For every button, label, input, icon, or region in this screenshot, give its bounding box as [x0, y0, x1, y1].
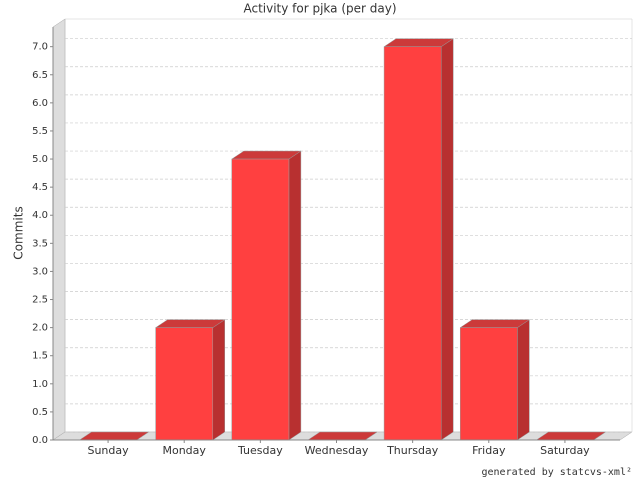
bar	[155, 327, 214, 441]
bar-side	[288, 150, 302, 441]
y-tick-label: 0.0	[32, 435, 48, 446]
y-tick-label: 3.5	[32, 238, 48, 249]
bar-top	[383, 38, 455, 47]
x-tick-label: Sunday	[87, 444, 129, 457]
bar-top	[230, 150, 302, 160]
x-tick-label: Wednesday	[304, 444, 369, 457]
back-wall	[64, 18, 633, 433]
y-tick-label: 2.0	[32, 323, 48, 334]
bar	[459, 327, 518, 441]
y-tick-label: 1.5	[32, 351, 48, 362]
bar-side	[440, 38, 454, 441]
y-tick-label: 0.5	[32, 407, 48, 418]
bar-side	[517, 319, 530, 441]
x-tick-label: Thursday	[387, 444, 439, 457]
bar-top	[154, 319, 226, 328]
x-tick-label: Friday	[472, 444, 506, 457]
y-tick-label: 4.5	[32, 182, 48, 193]
y-tick-label: 5.5	[32, 126, 48, 137]
y-tick-label: 3.0	[32, 266, 48, 277]
y-tick-label: 5.0	[32, 154, 48, 165]
chart-title: Activity for pjka (per day)	[243, 2, 396, 16]
y-axis-label: Commits	[12, 206, 26, 259]
x-tick-label: Saturday	[540, 444, 590, 457]
bar-top	[459, 319, 531, 328]
y-tick-label: 1.0	[32, 379, 48, 390]
y-tick-label: 6.5	[32, 70, 48, 81]
y-tick-label: 7.0	[32, 42, 48, 53]
bar-top	[78, 431, 150, 441]
footer: generated by statcvs-xml²	[481, 467, 632, 478]
y-tick-label: 4.0	[32, 210, 48, 221]
bar	[231, 158, 290, 441]
bar-top	[307, 431, 378, 441]
x-tick-label: Monday	[162, 444, 206, 457]
bar	[383, 46, 442, 441]
y-tick-label: 6.0	[32, 98, 48, 109]
y-tick-label: 2.5	[32, 295, 48, 306]
x-tick-label: Tuesday	[237, 444, 283, 457]
bar-top	[535, 431, 607, 441]
left-wall	[52, 18, 66, 441]
bar-side	[212, 319, 226, 441]
